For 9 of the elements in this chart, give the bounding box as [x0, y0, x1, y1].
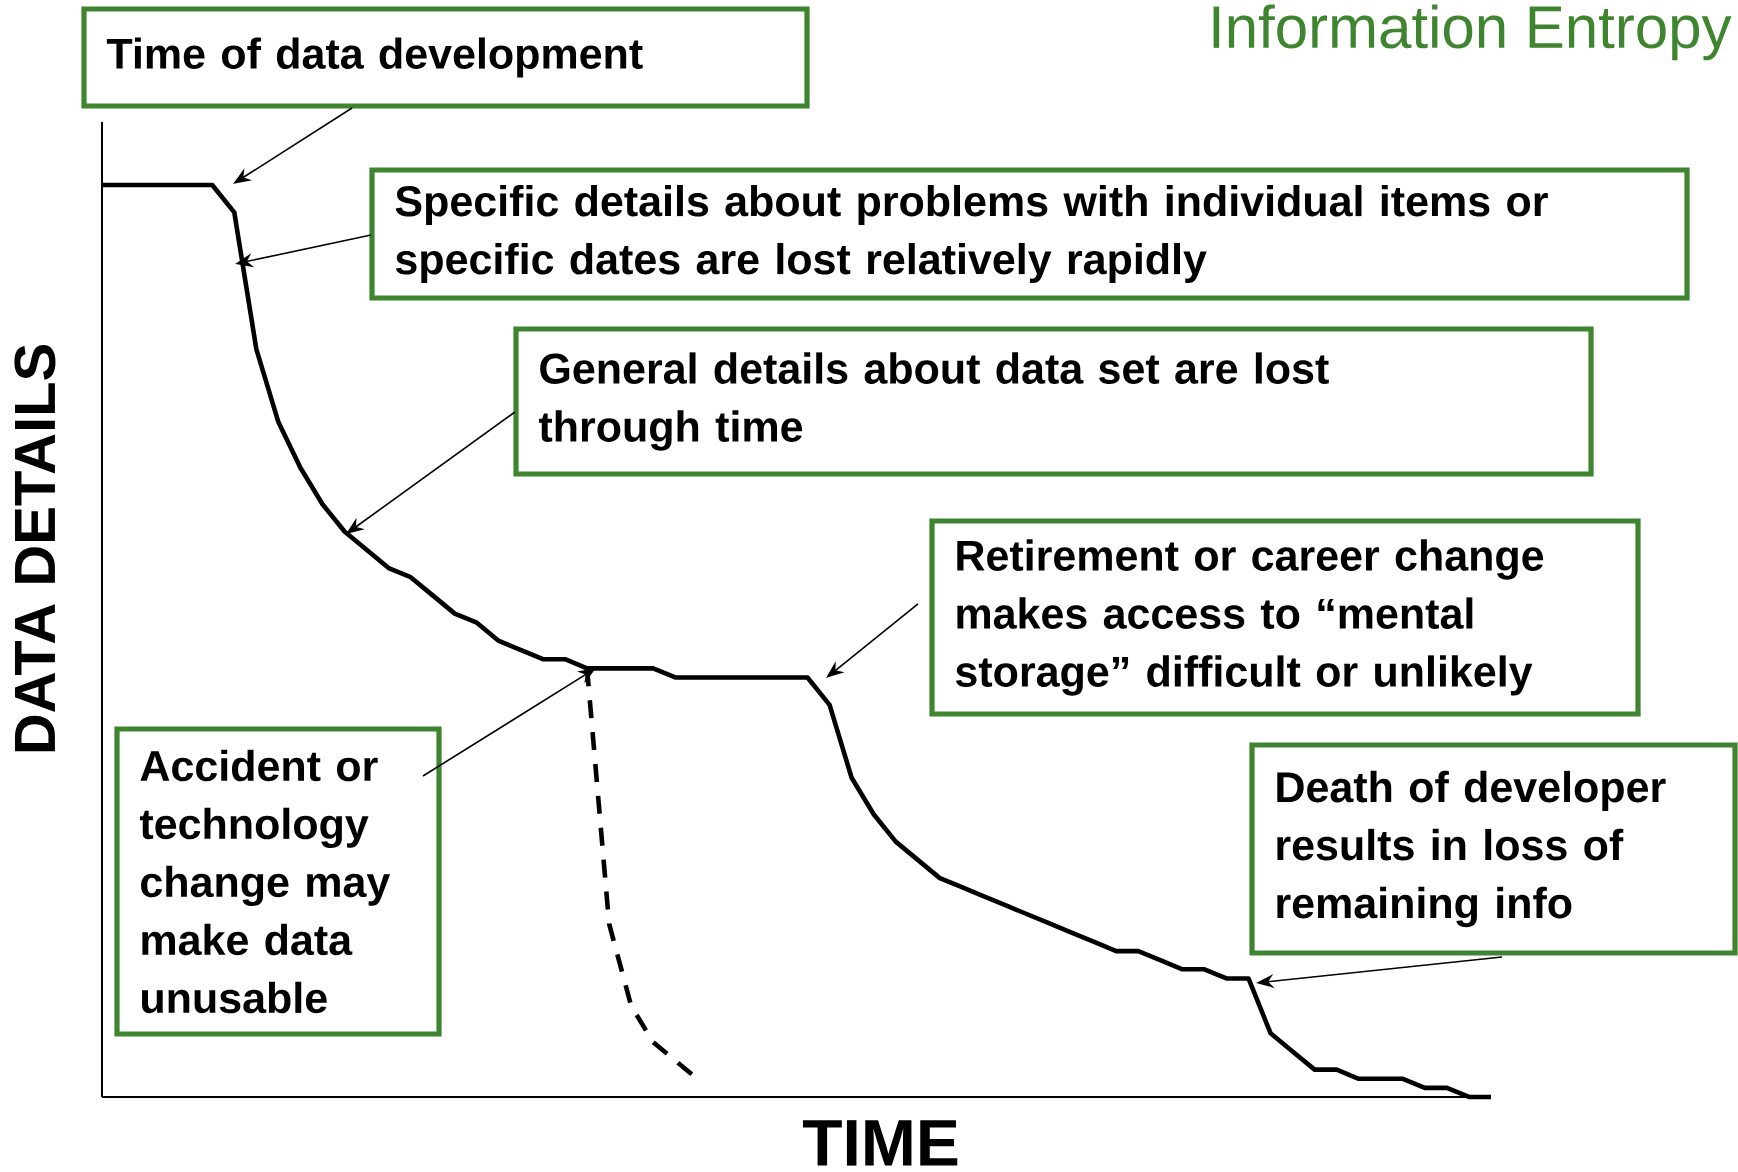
chart-title: Information Entropy: [1213, 4, 1732, 61]
annotation: Specific details about problems with individual items or specific dates are lost relatively rapidly: [395, 184, 1548, 284]
annotation: Death of developer results in loss of remaining info: [1277, 770, 1666, 928]
x-axis-title: TIME: [802, 1120, 958, 1166]
y-axis-title: DATA DETAILS: [14, 345, 56, 752]
annotation: Accident or technology change may make data unusable: [139, 749, 391, 1014]
text: Time of data development: [106, 37, 643, 78]
annotation: Retirement or career change makes access to “mental storage” difficult or unlikely: [955, 539, 1544, 696]
annotation: General details about data set are lost through time: [538, 352, 1329, 451]
